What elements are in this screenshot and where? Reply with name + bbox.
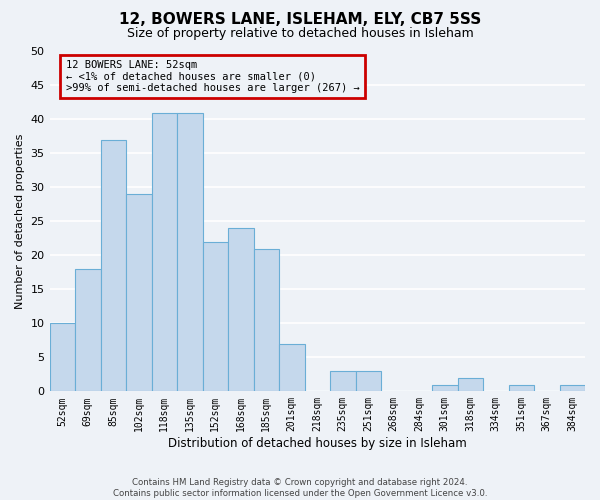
Bar bbox=[203, 242, 228, 392]
Bar bbox=[509, 384, 534, 392]
Bar bbox=[279, 344, 305, 392]
Text: 12 BOWERS LANE: 52sqm
← <1% of detached houses are smaller (0)
>99% of semi-deta: 12 BOWERS LANE: 52sqm ← <1% of detached … bbox=[65, 60, 359, 93]
Bar bbox=[458, 378, 483, 392]
Text: Contains HM Land Registry data © Crown copyright and database right 2024.
Contai: Contains HM Land Registry data © Crown c… bbox=[113, 478, 487, 498]
Bar bbox=[560, 384, 585, 392]
Bar bbox=[50, 324, 75, 392]
Bar bbox=[177, 112, 203, 392]
Bar bbox=[152, 112, 177, 392]
Bar bbox=[101, 140, 126, 392]
Bar bbox=[75, 269, 101, 392]
Bar bbox=[432, 384, 458, 392]
Bar bbox=[126, 194, 152, 392]
Bar bbox=[254, 248, 279, 392]
Bar bbox=[330, 371, 356, 392]
X-axis label: Distribution of detached houses by size in Isleham: Distribution of detached houses by size … bbox=[168, 437, 467, 450]
Bar bbox=[228, 228, 254, 392]
Text: 12, BOWERS LANE, ISLEHAM, ELY, CB7 5SS: 12, BOWERS LANE, ISLEHAM, ELY, CB7 5SS bbox=[119, 12, 481, 28]
Bar bbox=[356, 371, 381, 392]
Y-axis label: Number of detached properties: Number of detached properties bbox=[15, 134, 25, 309]
Text: Size of property relative to detached houses in Isleham: Size of property relative to detached ho… bbox=[127, 28, 473, 40]
